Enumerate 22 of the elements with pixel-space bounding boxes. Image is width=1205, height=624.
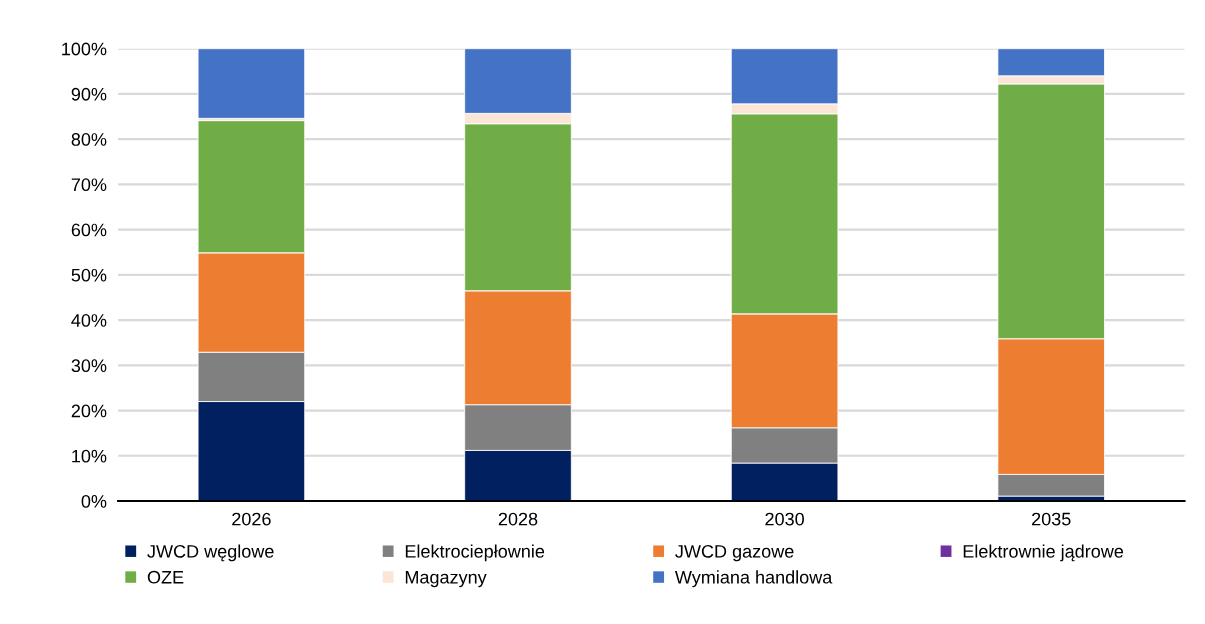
x-tick-label: 2028: [498, 512, 538, 526]
legend-label: Elektrownie jądrowe: [963, 544, 1124, 562]
legend-label: OZE: [147, 570, 184, 584]
y-tick-label: 40%: [71, 314, 107, 327]
y-tick-label: 100%: [62, 42, 107, 56]
x-tick-label: 2026: [232, 512, 271, 526]
y-tick-label: 60%: [71, 223, 107, 237]
x-tick-label: 2035: [1032, 512, 1071, 526]
legend-label: JWCD węglowe: [147, 544, 274, 562]
y-tick-label: 80%: [71, 133, 107, 146]
y-tick-label: 10%: [72, 449, 107, 463]
y-tick-label: 0%: [81, 495, 107, 508]
y-tick-label: 70%: [71, 178, 107, 192]
legend-label: JWCD gazowe: [675, 544, 794, 562]
y-tick-label: 90%: [71, 87, 107, 101]
y-tick-label: 50%: [71, 268, 107, 282]
legend-label: Elektrociepłownie: [405, 544, 545, 562]
legend-label: Wymiana handlowa: [674, 570, 833, 588]
x-tick-label: 2030: [765, 512, 804, 526]
legend-label: Magazyny: [405, 571, 487, 588]
y-tick-label: 20%: [71, 404, 107, 418]
y-tick-label: 30%: [71, 359, 107, 373]
